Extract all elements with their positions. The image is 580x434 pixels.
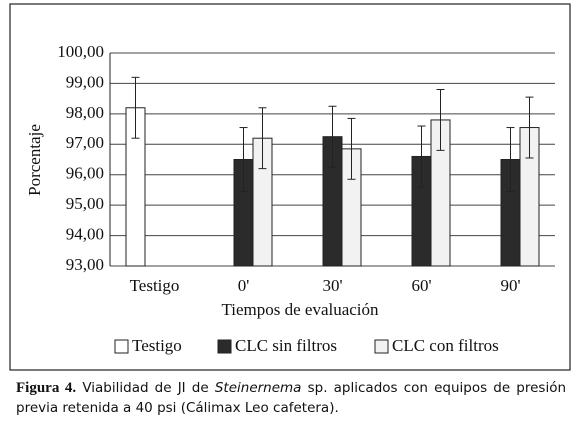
chart: Porcentaje Tiempos de evaluación 93,00 94… [9,3,571,371]
caption-text: sp. aplicados con equipos de presión pre… [16,380,567,416]
caption-italic: Steinernema [214,380,302,396]
x-tick-label: 30' [322,276,342,295]
legend-label: CLC sin filtros [235,336,337,355]
chart-frame [9,3,571,371]
legend-swatch [114,339,129,354]
legend-swatch [374,339,389,354]
y-tick-label: 99,00 [66,72,104,91]
y-tick-label: 100,00 [57,42,104,61]
x-axis-label: Tiempos de evaluación [221,300,379,319]
y-tick-label: 94,00 [66,224,104,243]
legend-swatch [217,339,232,354]
legend-label: Testigo [132,336,182,355]
y-tick-label: 97,00 [66,133,104,152]
x-tick-label: 60' [411,276,431,295]
caption-label: Figura 4. [16,380,77,396]
y-tick-label: 98,00 [66,103,104,122]
x-tick-label: 0' [238,276,250,295]
legend-label: CLC con filtros [392,336,499,355]
y-tick-label: 96,00 [66,164,104,183]
y-axis-label: Porcentaje [25,124,44,196]
x-tick-label: Testigo [130,276,180,295]
y-tick-label: 93,00 [66,255,104,274]
x-tick-label: 90' [500,276,520,295]
y-tick-label: 95,00 [66,194,104,213]
caption-text: Viabilidad de JI de [82,380,209,396]
caption: Figura 4. Viabilidad de JI de Steinernem… [16,378,566,418]
